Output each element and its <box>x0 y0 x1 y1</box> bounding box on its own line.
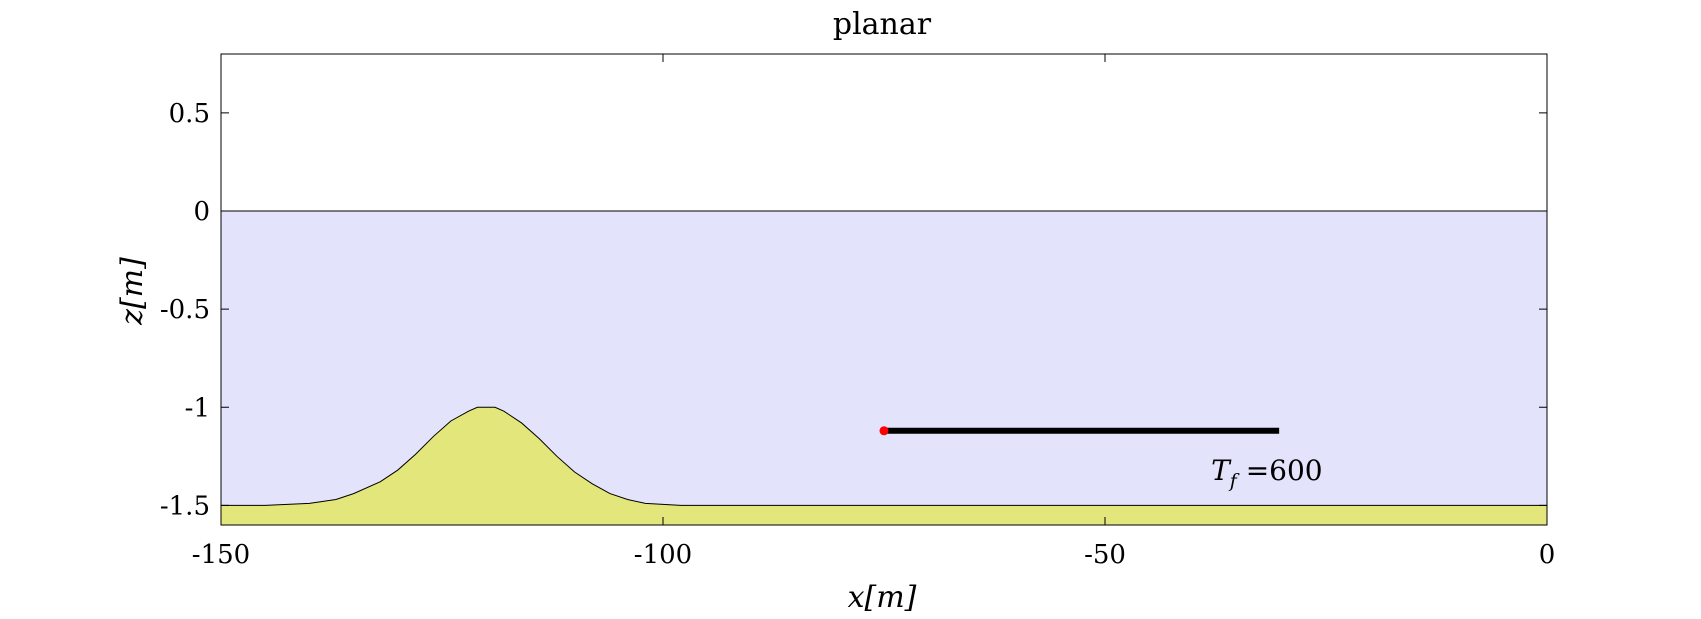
y-tick-label: -1 <box>185 393 210 423</box>
annotation-value: =600 <box>1237 454 1323 487</box>
y-axis-ticks: 0.5 0 -0.5 -1 -1.5 <box>160 99 1547 521</box>
axes-box <box>220 53 1548 526</box>
x-axis-label: x[m] <box>848 580 917 615</box>
x-tick-label: -100 <box>634 540 692 570</box>
annotation-label: Tf =600 <box>1211 454 1323 492</box>
x-tick-label: 0 <box>1539 540 1556 570</box>
y-tick-label: -1.5 <box>160 491 210 521</box>
y-axis-label: z[m] <box>115 257 150 326</box>
annotation-symbol: T <box>1211 454 1232 487</box>
chart-title: planar <box>833 7 932 42</box>
y-tick-label: 0 <box>193 197 210 227</box>
y-axis-label-text: z[m] <box>115 257 150 326</box>
annotation-subscript: f <box>1228 470 1240 492</box>
start-marker <box>879 426 889 436</box>
x-axis-ticks: -150 -100 -50 0 <box>192 54 1555 570</box>
y-tick-label: 0.5 <box>169 99 210 129</box>
seabed-profile <box>220 406 1548 526</box>
plot-area: Tf =600 <box>220 53 1548 526</box>
x-tick-label: -50 <box>1084 540 1126 570</box>
y-tick-label: -0.5 <box>160 295 210 325</box>
x-tick-label: -150 <box>192 540 250 570</box>
x-axis-label-text: x[m] <box>848 580 917 615</box>
